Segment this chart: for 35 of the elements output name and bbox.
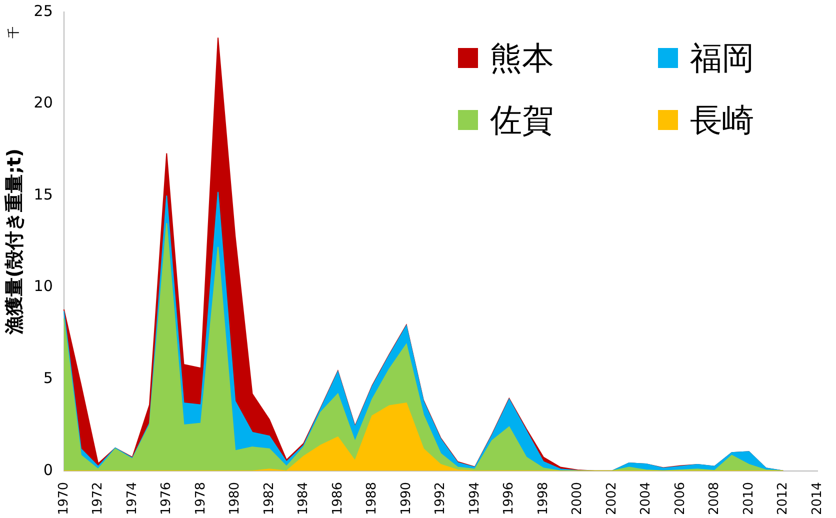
- x-tick-label: 2014: [810, 482, 825, 516]
- y-tick-label: 20: [34, 94, 53, 112]
- x-tick-label: 1972: [90, 482, 106, 516]
- x-tick-label: 1992: [433, 482, 448, 516]
- x-tick-label: 1982: [262, 482, 277, 516]
- x-tick-label: 1998: [536, 482, 551, 516]
- y-axis-title: 漁獲量(殻付き重量;t): [3, 148, 26, 336]
- y-tick-label: 0: [43, 460, 53, 479]
- x-tick-label: 2002: [604, 482, 620, 516]
- x-tick-label: 1996: [502, 482, 517, 516]
- x-tick-label: 1984: [296, 482, 312, 516]
- x-tick-label: 2004: [638, 482, 654, 516]
- legend-label: 熊本: [490, 38, 554, 78]
- text: 千: [6, 26, 22, 38]
- legend-label: 福岡: [690, 38, 754, 78]
- x-tick-label: 2012: [776, 482, 791, 516]
- legend-label: 佐賀: [490, 100, 554, 140]
- x-tick-label: 2010: [741, 482, 756, 516]
- x-tick-label: 1976: [159, 482, 174, 516]
- x-tick-label: 1974: [124, 482, 140, 516]
- y-tick-label: 15: [34, 185, 53, 204]
- y-tick-label: 5: [43, 369, 53, 388]
- legend-label: 長崎: [690, 100, 754, 140]
- x-tick-label: 2008: [707, 482, 722, 516]
- y-tick-label: 25: [34, 2, 53, 20]
- x-tick-label: 1986: [330, 482, 346, 516]
- x-tick-label: 2006: [672, 482, 688, 516]
- x-tick-label: 1978: [193, 482, 208, 516]
- x-tick-label: 1994: [467, 482, 482, 516]
- x-tick-label: 1970: [56, 482, 72, 516]
- x-tick-label: 2000: [570, 482, 586, 516]
- x-tick-label: 1980: [228, 482, 243, 516]
- y-tick-label: 10: [34, 277, 53, 296]
- x-tick-label: 1988: [364, 482, 380, 516]
- x-tick-label: 1990: [398, 482, 414, 516]
